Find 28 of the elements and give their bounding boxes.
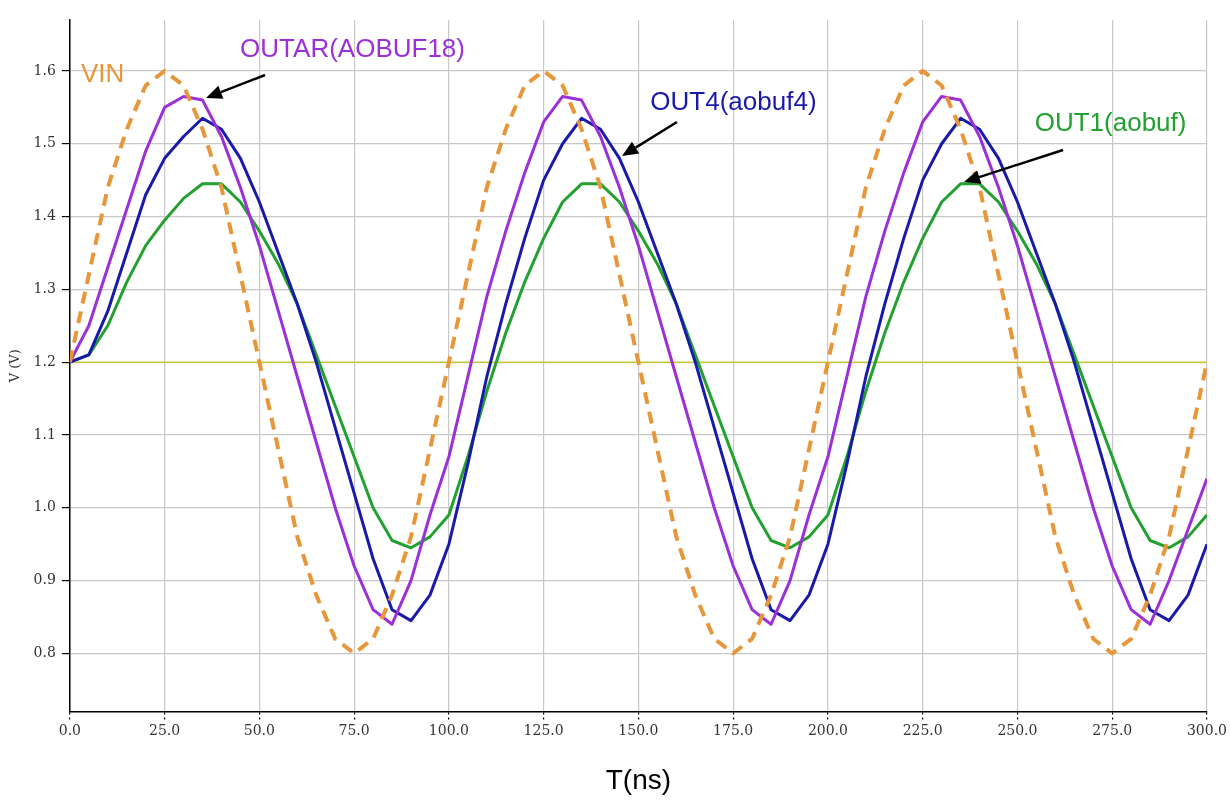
y-tick-label: 1.4 — [33, 207, 56, 224]
y-tick-label: 1.2 — [33, 352, 56, 369]
x-tick-label: 175.0 — [713, 721, 754, 738]
series-label: OUT4(aobuf4) — [650, 86, 817, 117]
y-tick-label: 0.8 — [33, 644, 56, 660]
x-tick-label: 200.0 — [807, 721, 848, 738]
text: OUT1(aobuf) — [1034, 106, 1187, 137]
y-tick-label: 1.1 — [33, 425, 56, 442]
y-tick-label: 1.0 — [33, 498, 56, 515]
x-tick-label: 150.0 — [618, 721, 659, 738]
x-tick-label: 100.0 — [428, 721, 469, 738]
x-tick-label: 250.0 — [997, 721, 1038, 738]
x-tick-label: 25.0 — [149, 721, 181, 738]
y-tick-label: 0.9 — [33, 571, 56, 588]
x-tick-label: 225.0 — [902, 721, 943, 738]
y-tick-label: 1.5 — [33, 134, 56, 151]
x-tick-label: 50.0 — [243, 721, 275, 738]
y-axis-title: V (V) — [7, 349, 23, 384]
y-tick-label: 1.6 — [33, 61, 56, 78]
x-tick-label: 0.0 — [58, 721, 81, 738]
x-tick-label: 275.0 — [1092, 721, 1133, 738]
x-axis-title: T(ns) — [605, 763, 672, 795]
x-tick-label: 300.0 — [1186, 721, 1228, 738]
series-label: VIN — [80, 58, 125, 89]
x-tick-label: 125.0 — [523, 721, 564, 738]
x-tick-label: 75.0 — [338, 721, 370, 738]
y-tick-label: 1.3 — [33, 280, 56, 296]
text: OUTAR(AOBUF18) — [240, 33, 465, 64]
